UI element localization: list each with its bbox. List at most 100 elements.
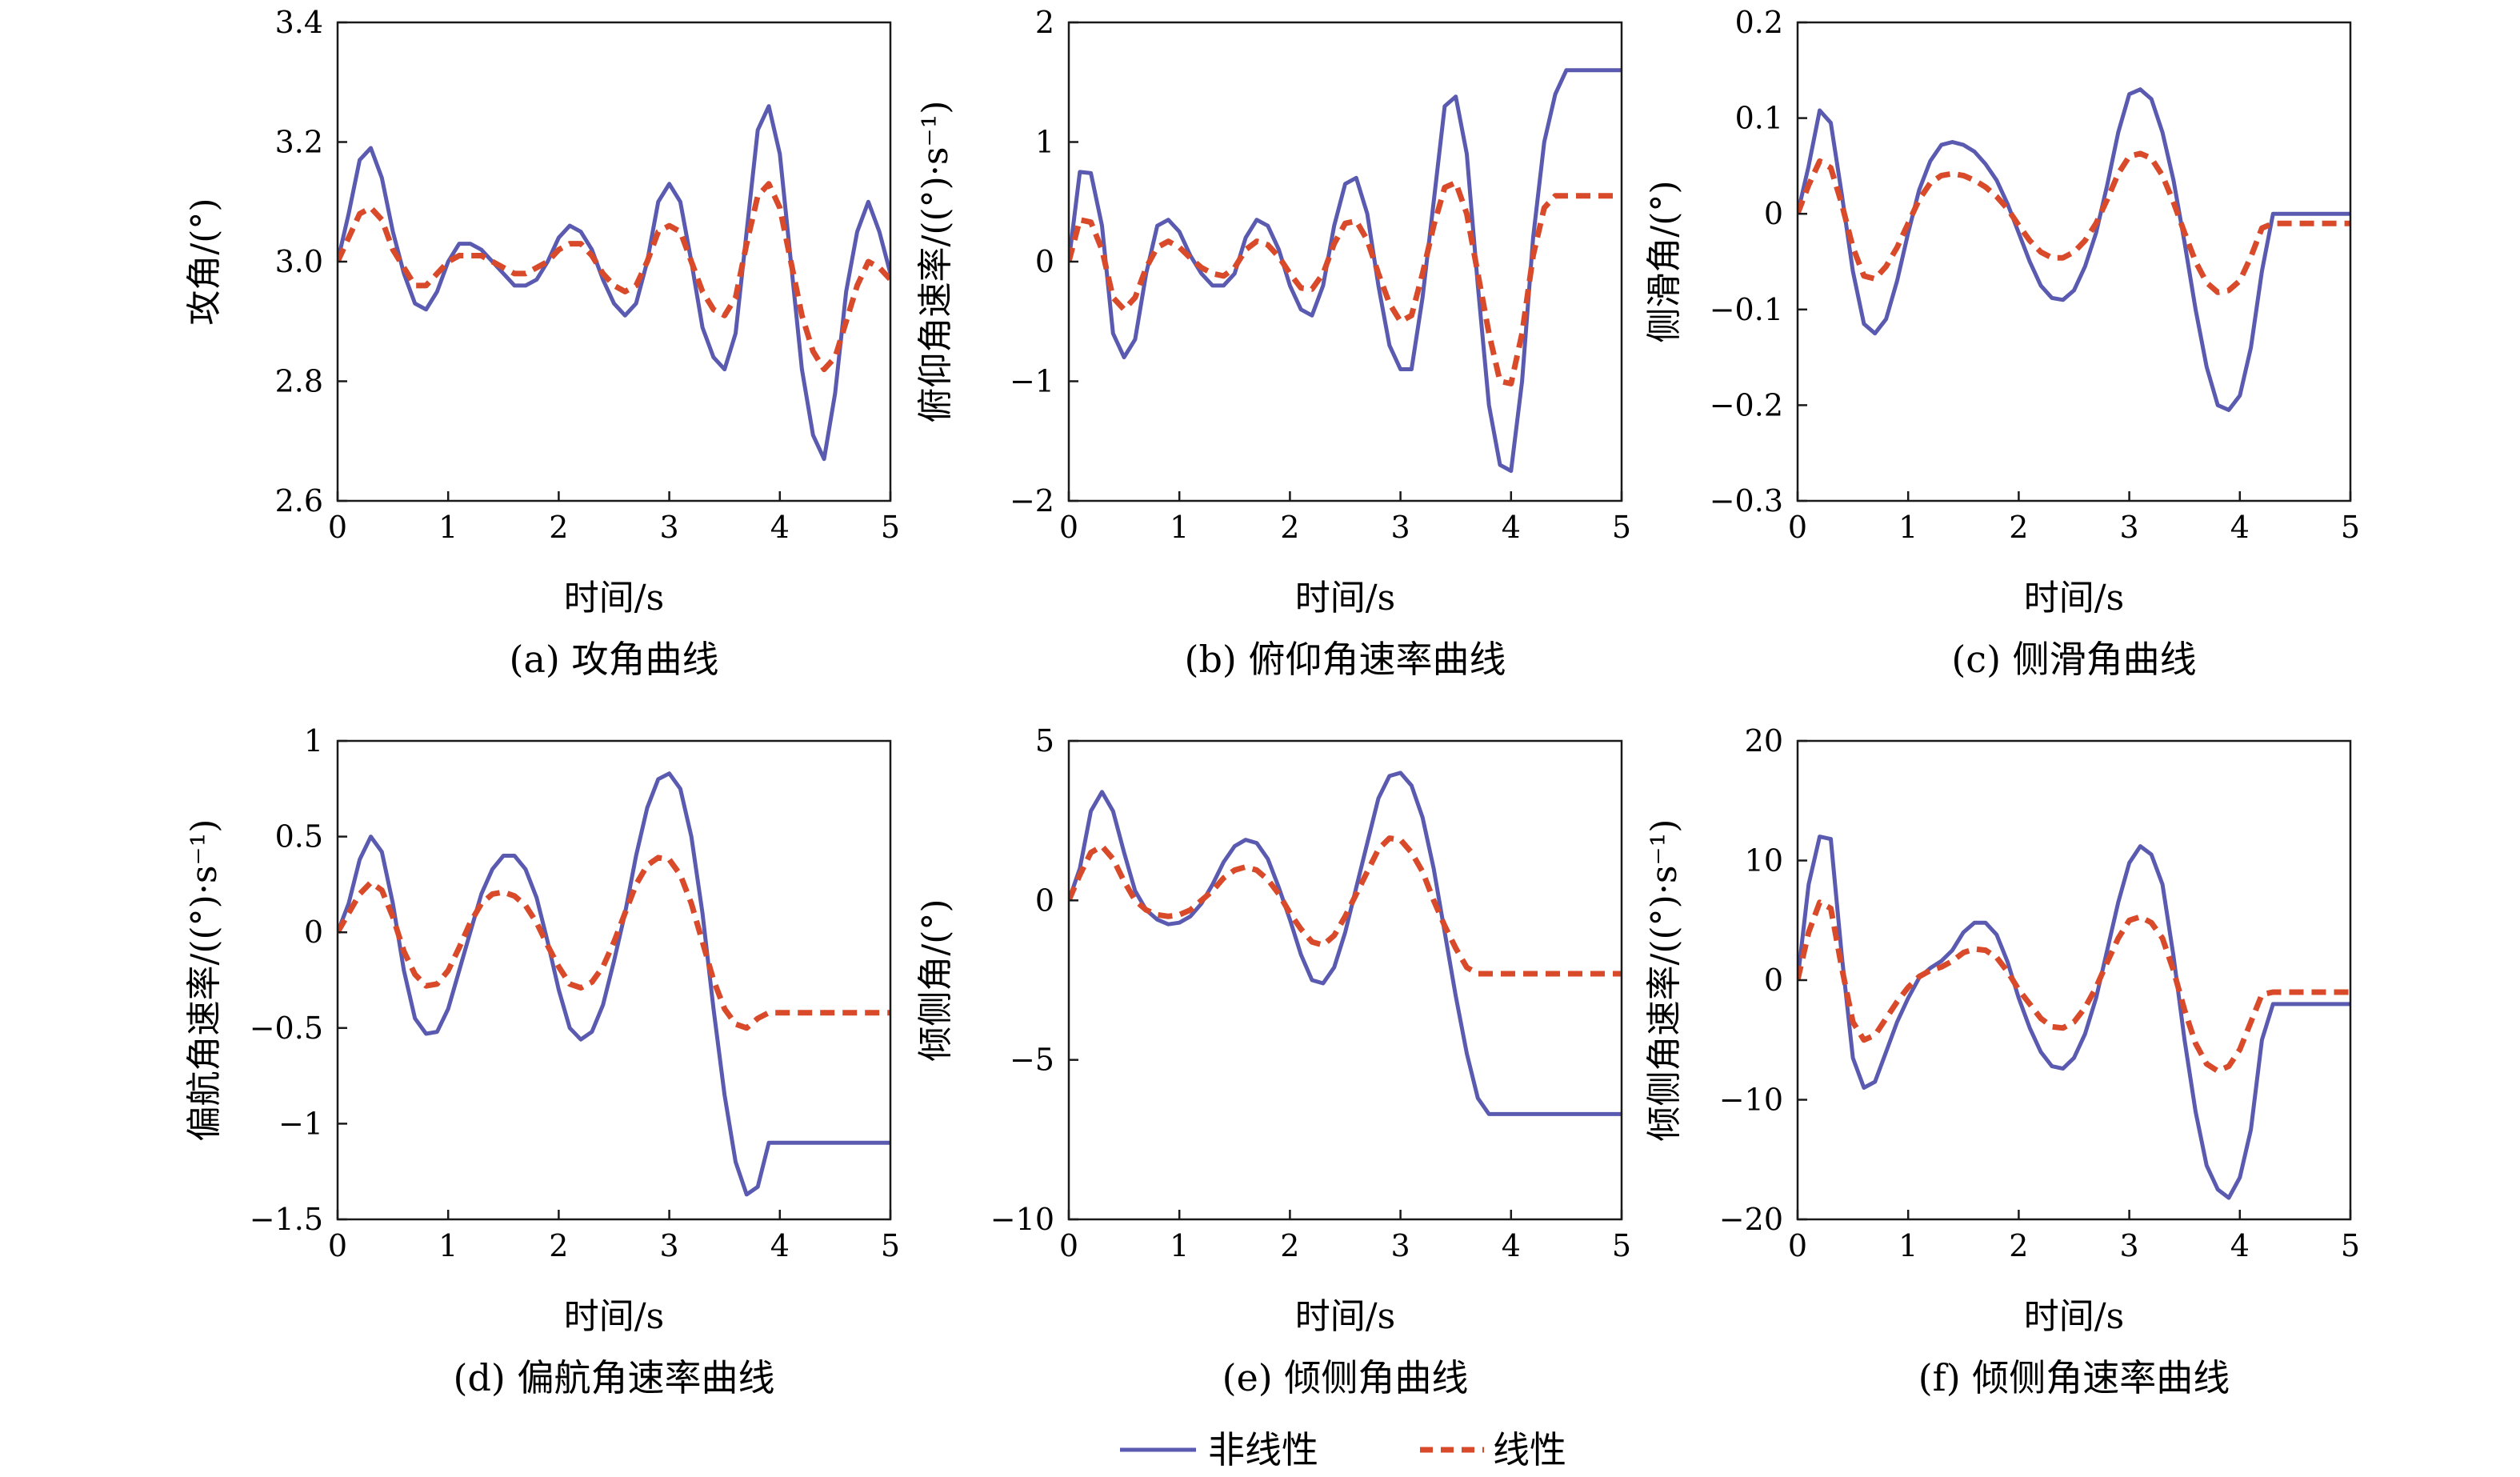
x-tick-label: 4 [770, 1228, 790, 1263]
y-tick-label: −1.5 [250, 1202, 323, 1237]
series-nonlinear-f [1798, 835, 2350, 1200]
x-tick-label: 4 [1502, 510, 1521, 545]
plot-frame [1796, 21, 2352, 502]
x-tick-label: 1 [1170, 1228, 1189, 1263]
series-nonlinear-c [1798, 87, 2350, 412]
x-tick-label: 4 [2230, 1228, 2250, 1263]
series-linear-e [1069, 835, 1622, 977]
x-tick-label: 0 [328, 510, 347, 545]
panel-b: 0 1 2 3 4 5 −2 −1 0 1 2 时间/s 俯仰角速率/((°)·s⁻¹) (b) 俯仰角速… [915, 5, 1631, 681]
x-tick-label: 3 [1391, 1228, 1410, 1263]
legend: 非线性 线性 [1120, 1428, 1566, 1471]
x-tick-label: 1 [438, 510, 458, 545]
panel-caption: (e) 倾侧角曲线 [1222, 1356, 1469, 1399]
panel-e: 0 1 2 3 4 5 −10 −5 0 5 时间/s 倾侧角/(°) (e) 倾侧角曲线 [915, 723, 1631, 1399]
x-tick-label: 0 [1788, 510, 1807, 545]
y-tick-label: −0.1 [1710, 292, 1783, 327]
legend-label-nonlinear: 非线性 [1208, 1428, 1318, 1471]
x-tick-label: 2 [549, 1228, 568, 1263]
y-tick-label: −0.3 [1710, 483, 1783, 518]
y-tick-label: 10 [1745, 843, 1783, 879]
y-axis-label: 俯仰角速率/((°)·s⁻¹) [915, 101, 956, 423]
plot-frame [1796, 739, 2352, 1221]
x-tick-label: 2 [2009, 1228, 2028, 1263]
series-nonlinear-b [1069, 68, 1622, 474]
y-axis-label: 侧滑角/(°) [1644, 180, 1685, 342]
y-tick-label: 0.1 [1735, 101, 1783, 136]
y-tick-label: 2.6 [275, 483, 323, 518]
x-tick-label: 3 [2120, 510, 2139, 545]
y-tick-label: 0.5 [275, 819, 323, 855]
y-tick-label: −0.2 [1710, 387, 1783, 422]
y-tick-label: 1 [304, 723, 323, 759]
plot-frame [336, 739, 892, 1221]
x-axis-label: 时间/s [564, 1296, 664, 1337]
series-linear-b [1069, 179, 1622, 386]
x-axis-label: 时间/s [2024, 578, 2124, 618]
x-tick-label: 4 [1502, 1228, 1521, 1263]
x-tick-label: 5 [1612, 510, 1631, 545]
y-tick-label: 0.2 [1735, 5, 1783, 40]
x-tick-label: 0 [1788, 1228, 1807, 1263]
series-nonlinear-e [1069, 771, 1622, 1116]
x-tick-label: 5 [881, 510, 900, 545]
x-tick-label: 3 [660, 510, 679, 545]
x-axis-label: 时间/s [1295, 1296, 1395, 1337]
y-axis-label: 攻角/(°) [184, 198, 225, 325]
y-tick-label: 2.8 [275, 364, 323, 399]
panel-d: 0 1 2 3 4 5 −1.5 −1 −0.5 0 0.5 1 时间/s 偏航角速率/((°)·s⁻¹)… [184, 723, 900, 1399]
x-tick-label: 2 [2009, 510, 2028, 545]
panel-a: 0 1 2 3 4 5 2.6 2.8 3.0 3.2 3.4 时间/s 攻角/(°) (a) 攻角曲线 [184, 5, 900, 681]
x-tick-label: 2 [549, 510, 568, 545]
panel-caption: (a) 攻角曲线 [510, 638, 719, 681]
y-tick-label: −20 [1719, 1202, 1783, 1237]
series-linear-a [338, 181, 890, 373]
x-tick-label: 3 [1391, 510, 1410, 545]
y-tick-label: 0 [1035, 244, 1054, 279]
y-tick-label: 0 [304, 915, 323, 950]
x-tick-label: 4 [770, 510, 790, 545]
y-tick-label: 1 [1035, 125, 1054, 160]
panel-caption: (c) 侧滑角曲线 [1951, 638, 2196, 681]
x-tick-label: 1 [1170, 510, 1189, 545]
y-tick-label: 3.2 [275, 125, 323, 160]
x-tick-label: 1 [438, 1228, 458, 1263]
x-tick-label: 3 [2120, 1228, 2139, 1263]
series-linear-c [1798, 150, 2350, 295]
y-tick-label: −1 [278, 1106, 323, 1141]
series-linear-f [1798, 899, 2350, 1075]
y-tick-label: −10 [990, 1202, 1054, 1237]
x-axis-label: 时间/s [2024, 1296, 2124, 1337]
panel-c: 0 1 2 3 4 5 −0.3 −0.2 −0.1 0 0.1 0.2 时间/s 侧滑角/(°) (c) … [1644, 5, 2360, 681]
y-tick-label: 5 [1035, 723, 1054, 759]
legend-label-linear: 线性 [1493, 1428, 1566, 1471]
x-tick-label: 5 [1612, 1228, 1631, 1263]
x-tick-label: 0 [1059, 1228, 1078, 1263]
x-tick-label: 2 [1280, 1228, 1299, 1263]
y-tick-label: −1 [1010, 364, 1054, 399]
y-tick-label: −5 [1010, 1043, 1054, 1078]
y-tick-label: 2 [1035, 5, 1054, 40]
y-tick-label: −2 [1010, 483, 1054, 518]
panel-caption: (d) 偏航角速率曲线 [454, 1356, 775, 1399]
plot-frame [1067, 739, 1623, 1221]
x-tick-label: 0 [1059, 510, 1078, 545]
panel-caption: (b) 俯仰角速率曲线 [1185, 638, 1506, 681]
y-tick-label: −0.5 [250, 1011, 323, 1046]
y-tick-label: 0 [1035, 883, 1054, 918]
plot-frame [336, 21, 892, 502]
x-tick-label: 3 [660, 1228, 679, 1263]
x-tick-label: 5 [2341, 510, 2360, 545]
y-tick-label: 0 [1764, 963, 1783, 998]
panel-caption: (f) 倾侧角速率曲线 [1918, 1356, 2230, 1399]
y-tick-label: 20 [1745, 723, 1783, 759]
x-tick-label: 4 [2230, 510, 2250, 545]
x-tick-label: 2 [1280, 510, 1299, 545]
y-tick-label: 0 [1764, 196, 1783, 231]
y-axis-label: 倾侧角/(°) [915, 899, 956, 1061]
x-axis-label: 时间/s [1295, 578, 1395, 618]
y-axis-label: 倾侧角速率/((°)·s⁻¹) [1644, 819, 1685, 1142]
y-tick-label: 3.4 [275, 5, 323, 40]
x-tick-label: 0 [328, 1228, 347, 1263]
